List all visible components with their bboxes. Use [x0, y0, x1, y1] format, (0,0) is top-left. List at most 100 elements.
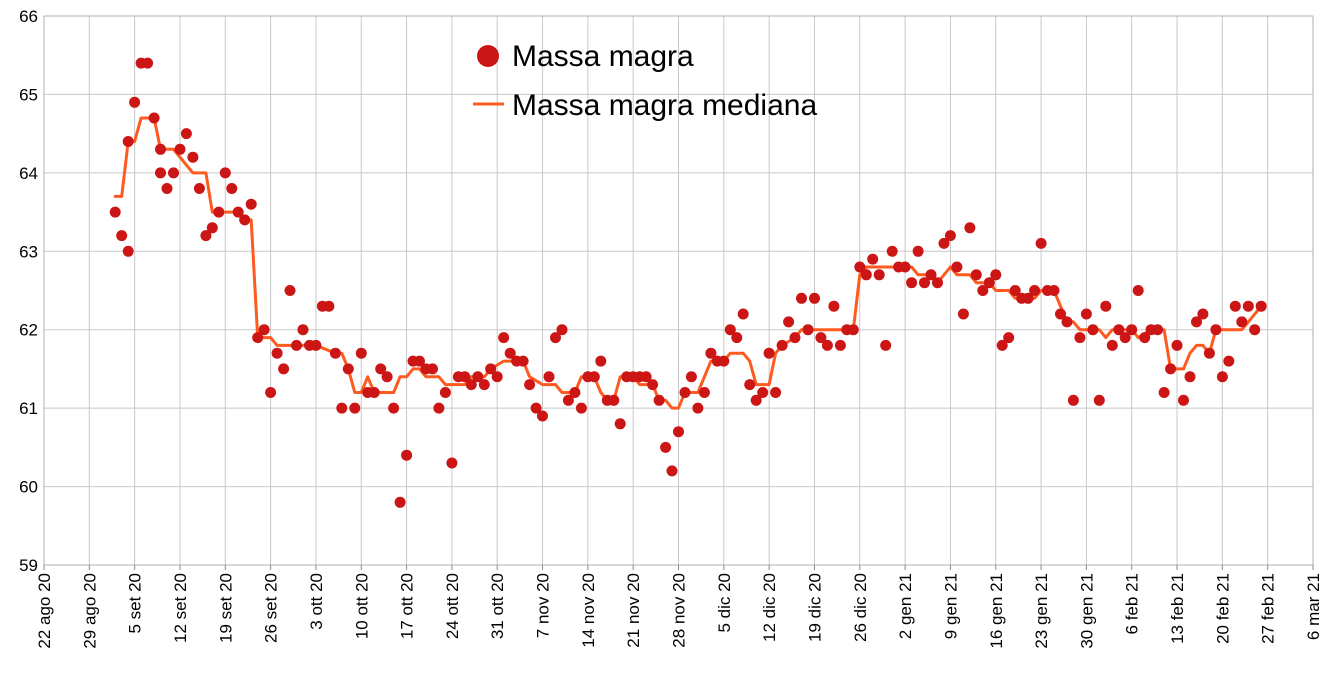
- data-point: [530, 402, 542, 414]
- y-tick-label: 59: [19, 556, 38, 575]
- data-point: [1236, 316, 1248, 328]
- data-point: [957, 308, 969, 320]
- data-point: [854, 261, 866, 273]
- data-point: [155, 167, 166, 179]
- data-point: [1087, 324, 1099, 336]
- data-point: [1255, 300, 1267, 312]
- data-point: [180, 128, 192, 140]
- data-point: [524, 379, 536, 391]
- data-point: [692, 402, 704, 414]
- x-tick-label: 22 ago 20: [35, 573, 54, 649]
- data-point: [614, 418, 626, 430]
- data-point: [750, 394, 762, 406]
- x-tick-label: 26 dic 20: [851, 573, 870, 642]
- data-point: [1191, 316, 1202, 328]
- data-point: [925, 269, 937, 281]
- data-point: [550, 332, 561, 344]
- legend-label-massa-magra-mediana: Massa magra mediana: [512, 89, 817, 122]
- data-point: [1080, 308, 1092, 320]
- x-tick-label: 10 ott 20: [352, 573, 371, 639]
- x-tick-label: 19 set 20: [216, 573, 235, 643]
- data-point: [439, 387, 451, 398]
- data-point: [1061, 316, 1073, 328]
- x-tick-label: 6 mar 21: [1304, 573, 1323, 640]
- y-tick-label: 60: [19, 478, 38, 497]
- data-point: [478, 379, 490, 391]
- data-point: [1184, 371, 1196, 383]
- data-point: [200, 230, 212, 242]
- data-point: [1055, 308, 1066, 320]
- data-point: [938, 237, 950, 249]
- data-point: [155, 143, 166, 155]
- data-point: [660, 441, 672, 453]
- data-point: [977, 285, 989, 296]
- x-tick-label: 3 ott 20: [307, 573, 326, 630]
- data-point: [1029, 285, 1041, 296]
- data-point: [860, 269, 872, 281]
- x-tick-label: 21 nov 20: [624, 573, 643, 648]
- data-point: [1003, 332, 1015, 344]
- grid: [43, 15, 1314, 566]
- data-point: [919, 277, 930, 289]
- data-point: [355, 347, 367, 359]
- y-tick-label: 66: [19, 7, 38, 26]
- data-point: [653, 394, 665, 406]
- data-point: [446, 457, 458, 469]
- data-point: [1242, 300, 1254, 312]
- data-point: [770, 387, 782, 398]
- data-point: [569, 387, 581, 398]
- data-point: [828, 300, 840, 312]
- data-point: [608, 394, 620, 406]
- data-point: [226, 183, 238, 194]
- data-point: [465, 379, 477, 391]
- data-point: [815, 332, 827, 344]
- y-tick-label: 62: [19, 321, 38, 340]
- data-point: [1035, 237, 1047, 249]
- data-point: [278, 363, 290, 375]
- data-point: [698, 387, 710, 398]
- data-point: [142, 57, 154, 69]
- data-point: [537, 410, 548, 422]
- x-tick-label: 12 set 20: [171, 573, 190, 643]
- data-point: [342, 363, 354, 375]
- data-point: [543, 371, 555, 383]
- data-point: [258, 324, 270, 336]
- data-point: [394, 496, 406, 508]
- data-point: [679, 387, 691, 398]
- data-point: [498, 332, 510, 344]
- data-point: [433, 402, 445, 414]
- data-point: [685, 371, 697, 383]
- data-point: [1119, 332, 1131, 344]
- y-tick-label: 63: [19, 242, 38, 261]
- data-point: [174, 143, 186, 155]
- x-tick-label: 5 set 20: [126, 573, 145, 634]
- x-tick-label: 6 feb 21: [1123, 573, 1142, 634]
- data-point: [375, 363, 387, 375]
- data-point: [1093, 394, 1105, 406]
- data-point: [517, 355, 529, 367]
- data-point: [809, 292, 820, 304]
- data-point: [291, 339, 302, 351]
- data-point: [1158, 387, 1170, 398]
- data-point: [899, 261, 911, 273]
- data-point: [1106, 339, 1118, 351]
- data-point: [401, 449, 413, 461]
- data-point: [504, 347, 516, 359]
- data-point: [1126, 324, 1138, 336]
- data-point: [640, 371, 652, 383]
- legend-marker-massa-magra: [477, 45, 499, 67]
- data-point: [796, 292, 807, 304]
- x-tick-label: 13 feb 21: [1168, 573, 1187, 644]
- data-point: [1210, 324, 1222, 336]
- x-tick-label: 19 dic 20: [805, 573, 824, 642]
- data-point: [109, 206, 121, 218]
- data-point: [867, 253, 879, 265]
- data-point: [789, 332, 801, 344]
- data-point: [666, 465, 678, 477]
- x-tick-label: 20 feb 21: [1213, 573, 1232, 644]
- x-tick-label: 14 nov 20: [579, 573, 598, 648]
- y-tick-label: 64: [19, 164, 38, 183]
- x-axis: 22 ago 20 29 ago 20 5 set 20 12 set 20 19 se…: [35, 565, 1323, 649]
- data-point: [414, 355, 425, 367]
